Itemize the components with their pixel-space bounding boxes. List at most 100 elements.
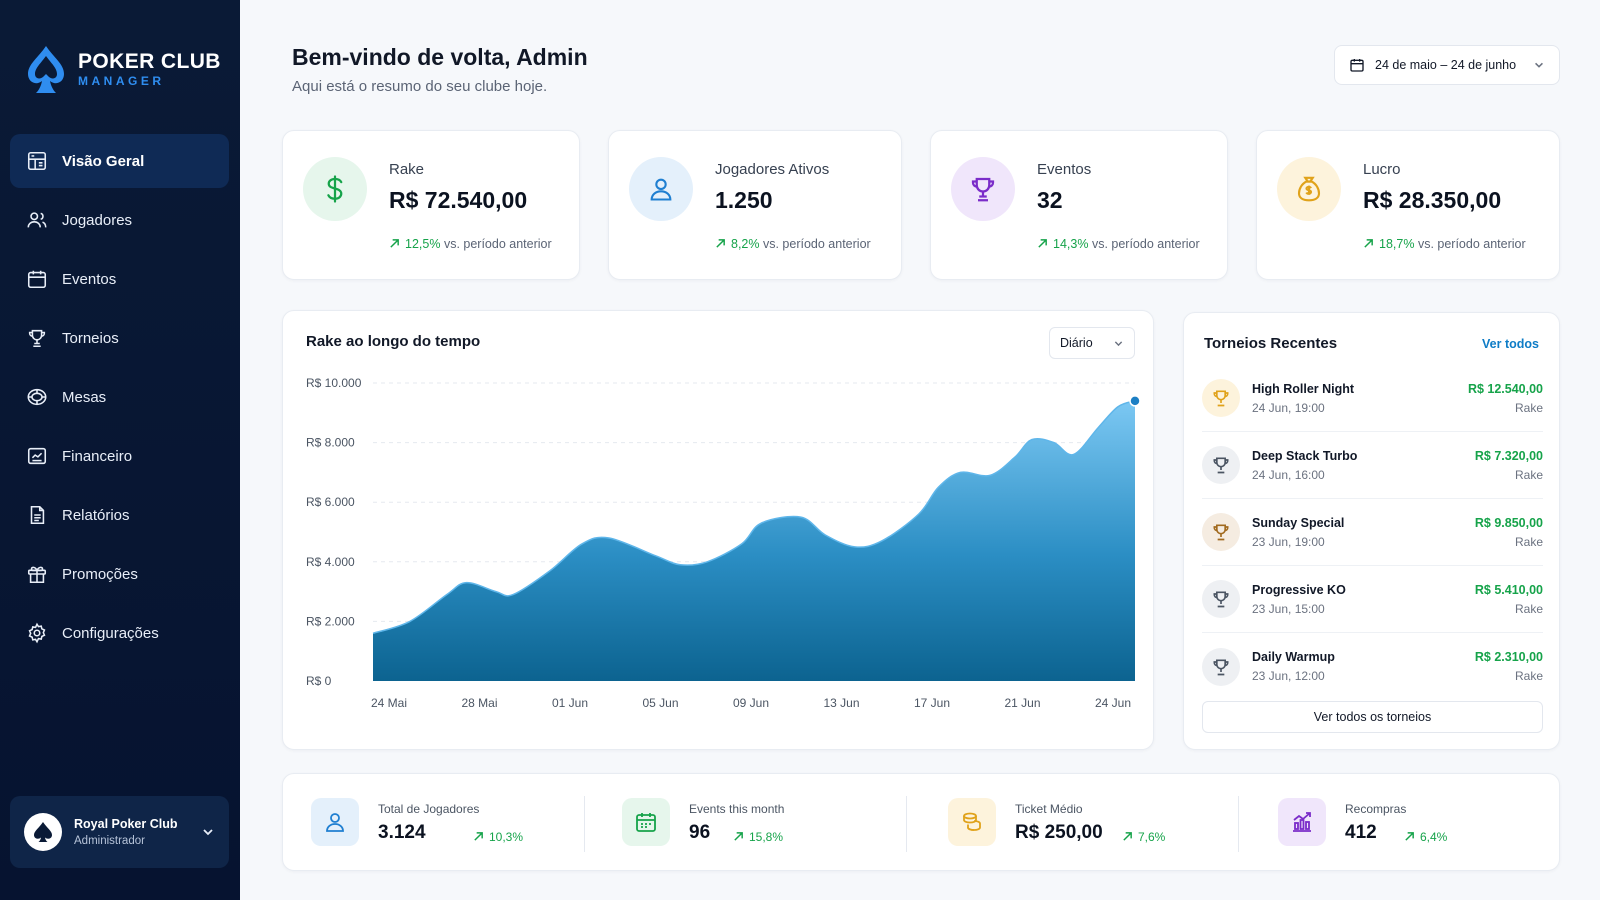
calendar-icon	[27, 270, 47, 289]
list-item[interactable]: Daily Warmup 23 Jun, 12:00 R$ 2.310,00 R…	[1202, 633, 1543, 700]
tournament-icon-bg	[1202, 446, 1240, 484]
tournament-icon-bg	[1202, 647, 1240, 686]
kpi-delta-pct: 12,5%	[405, 237, 441, 251]
report-icon	[30, 505, 45, 525]
sidebar-item-relatorios[interactable]: Relatórios	[10, 488, 229, 542]
stat-value: R$ 250,00	[1015, 822, 1103, 843]
kpi-delta: 18,7% vs. período anterior	[1363, 237, 1526, 251]
calendar-icon	[1350, 59, 1364, 72]
calendar-icon	[636, 813, 656, 832]
avatar	[24, 813, 62, 851]
x-tick-label: 28 Mai	[461, 696, 497, 710]
sidebar-item-financeiro[interactable]: Financeiro	[10, 429, 229, 483]
x-tick-label: 24 Jun	[1095, 696, 1131, 710]
tournament-icon-bg	[1202, 580, 1240, 618]
chevron-down-icon[interactable]	[201, 825, 215, 839]
kpi-card-rake[interactable]: Rake R$ 72.540,00 12,5% vs. período ante…	[282, 130, 580, 280]
trophy-icon	[28, 329, 46, 348]
sidebar-item-promocoes[interactable]: Promoções	[10, 547, 229, 601]
kpi-icon-bg	[629, 157, 693, 221]
stat-label: Total de Jogadores	[378, 802, 480, 816]
tournament-name: Sunday Special	[1252, 515, 1345, 530]
kpi-icon-bg	[1277, 157, 1341, 221]
stat-ticket-medio: Ticket Médio R$ 250,00 7,6%	[948, 798, 1208, 848]
summary-stats-card: Total de Jogadores 3.124 10,3% Events th…	[282, 773, 1560, 871]
rake-area-chart[interactable]: R$ 10.000 R$ 8.000 R$ 6.000 R$ 4.000 R$ 2.00…	[283, 311, 1155, 751]
tournament-date: 24 Jun, 19:00	[1252, 400, 1325, 415]
y-tick-label: R$ 0	[306, 674, 332, 688]
list-item[interactable]: Sunday Special 23 Jun, 19:00 R$ 9.850,00…	[1202, 499, 1543, 566]
kpi-card-jogadores[interactable]: Jogadores Ativos 1.250 8,2% vs. período …	[608, 130, 902, 280]
period-select[interactable]: Diário	[1049, 327, 1135, 359]
list-item[interactable]: High Roller Night 24 Jun, 19:00 R$ 12.54…	[1202, 365, 1543, 432]
stat-delta: 6,4%	[1404, 830, 1447, 844]
date-range-picker[interactable]: 24 de maio – 24 de junho	[1334, 45, 1560, 85]
tournament-date: 23 Jun, 19:00	[1252, 534, 1325, 549]
x-tick-label: 24 Mai	[371, 696, 407, 710]
period-select-value: Diário	[1060, 336, 1093, 350]
stat-value: 96	[689, 822, 711, 843]
view-all-link[interactable]: Ver todos	[1482, 337, 1539, 351]
club-role: Administrador	[74, 835, 145, 847]
stat-delta-pct: 10,3%	[489, 830, 524, 844]
kpi-card-eventos[interactable]: Eventos 32 14,3% vs. período anterior	[930, 130, 1228, 280]
sidebar-item-label: Financeiro	[62, 447, 133, 465]
rake-line-series	[372, 400, 1136, 635]
stat-recompras: Recompras 412 6,4%	[1278, 798, 1538, 848]
kpi-delta-text: vs. período anterior	[762, 237, 871, 251]
stat-delta-pct: 15,8%	[749, 830, 784, 844]
stat-icon-bg	[948, 798, 996, 846]
last-point-marker[interactable]	[1129, 395, 1141, 407]
tournament-list: High Roller Night 24 Jun, 19:00 R$ 12.54…	[1202, 365, 1543, 700]
stat-delta-pct: 7,6%	[1138, 830, 1166, 844]
tournament-tag: Rake	[1514, 534, 1543, 549]
trophy-silver-icon	[1213, 659, 1229, 675]
sidebar-item-visao-geral[interactable]: Visão Geral	[10, 134, 229, 188]
sidebar-item-label: Eventos	[62, 270, 117, 288]
stat-icon-bg	[622, 798, 670, 846]
trophy-bronze-icon	[1213, 524, 1229, 541]
tournament-tag: Rake	[1514, 400, 1543, 415]
kpi-label: Rake	[389, 161, 425, 178]
chart-title: Rake ao longo do tempo	[306, 333, 481, 350]
list-item[interactable]: Deep Stack Turbo 24 Jun, 16:00 R$ 7.320,…	[1202, 432, 1543, 499]
kpi-label: Jogadores Ativos	[715, 161, 830, 178]
stat-delta: 7,6%	[1122, 830, 1165, 844]
money-bag-icon	[1297, 176, 1321, 202]
kpi-card-lucro[interactable]: Lucro R$ 28.350,00 18,7% vs. período ant…	[1256, 130, 1560, 280]
tournament-tag: Rake	[1514, 601, 1543, 616]
tournament-amount: R$ 7.320,00	[1474, 448, 1543, 463]
arrow-up-right-icon	[474, 832, 483, 841]
brand-subtitle: MANAGER	[78, 74, 165, 88]
arrow-up-right-icon	[1038, 239, 1047, 248]
sidebar-item-label: Configurações	[62, 624, 159, 642]
kpi-value: 1.250	[715, 187, 773, 213]
x-tick-label: 05 Jun	[642, 696, 678, 710]
stat-delta-pct: 6,4%	[1420, 830, 1448, 844]
club-switcher[interactable]: Royal Poker Club Administrador	[10, 796, 229, 868]
tournament-icon-bg	[1202, 379, 1240, 417]
tournament-name: Daily Warmup	[1252, 650, 1335, 664]
finance-icon	[27, 447, 47, 465]
brand[interactable]: POKER CLUB MANAGER	[24, 44, 221, 96]
sidebar: POKER CLUB MANAGER Visão Geral Jogadores…	[0, 0, 240, 900]
view-all-tournaments-button[interactable]: Ver todos os torneios	[1202, 701, 1543, 733]
sidebar-item-configuracoes[interactable]: Configurações	[10, 606, 229, 660]
trophy-silver-icon	[1213, 457, 1229, 474]
divider	[584, 796, 585, 852]
tournament-tag: Rake	[1514, 467, 1543, 482]
sidebar-item-mesas[interactable]: Mesas	[10, 370, 229, 424]
sidebar-item-jogadores[interactable]: Jogadores	[10, 193, 229, 247]
list-item[interactable]: Progressive KO 23 Jun, 15:00 R$ 5.410,00…	[1202, 566, 1543, 633]
kpi-delta-text: vs. período anterior	[1417, 237, 1526, 251]
sidebar-item-torneios[interactable]: Torneios	[10, 311, 229, 365]
rake-area-series[interactable]	[373, 400, 1135, 681]
kpi-label: Eventos	[1037, 161, 1092, 178]
club-name: Royal Poker Club	[74, 817, 178, 831]
kpi-delta-pct: 8,2%	[731, 237, 760, 251]
y-tick-label: R$ 4.000	[306, 555, 355, 569]
coins-icon	[963, 812, 981, 831]
trophy-silver-icon	[1213, 591, 1229, 608]
sidebar-item-eventos[interactable]: Eventos	[10, 252, 229, 306]
x-tick-label: 01 Jun	[552, 696, 588, 710]
